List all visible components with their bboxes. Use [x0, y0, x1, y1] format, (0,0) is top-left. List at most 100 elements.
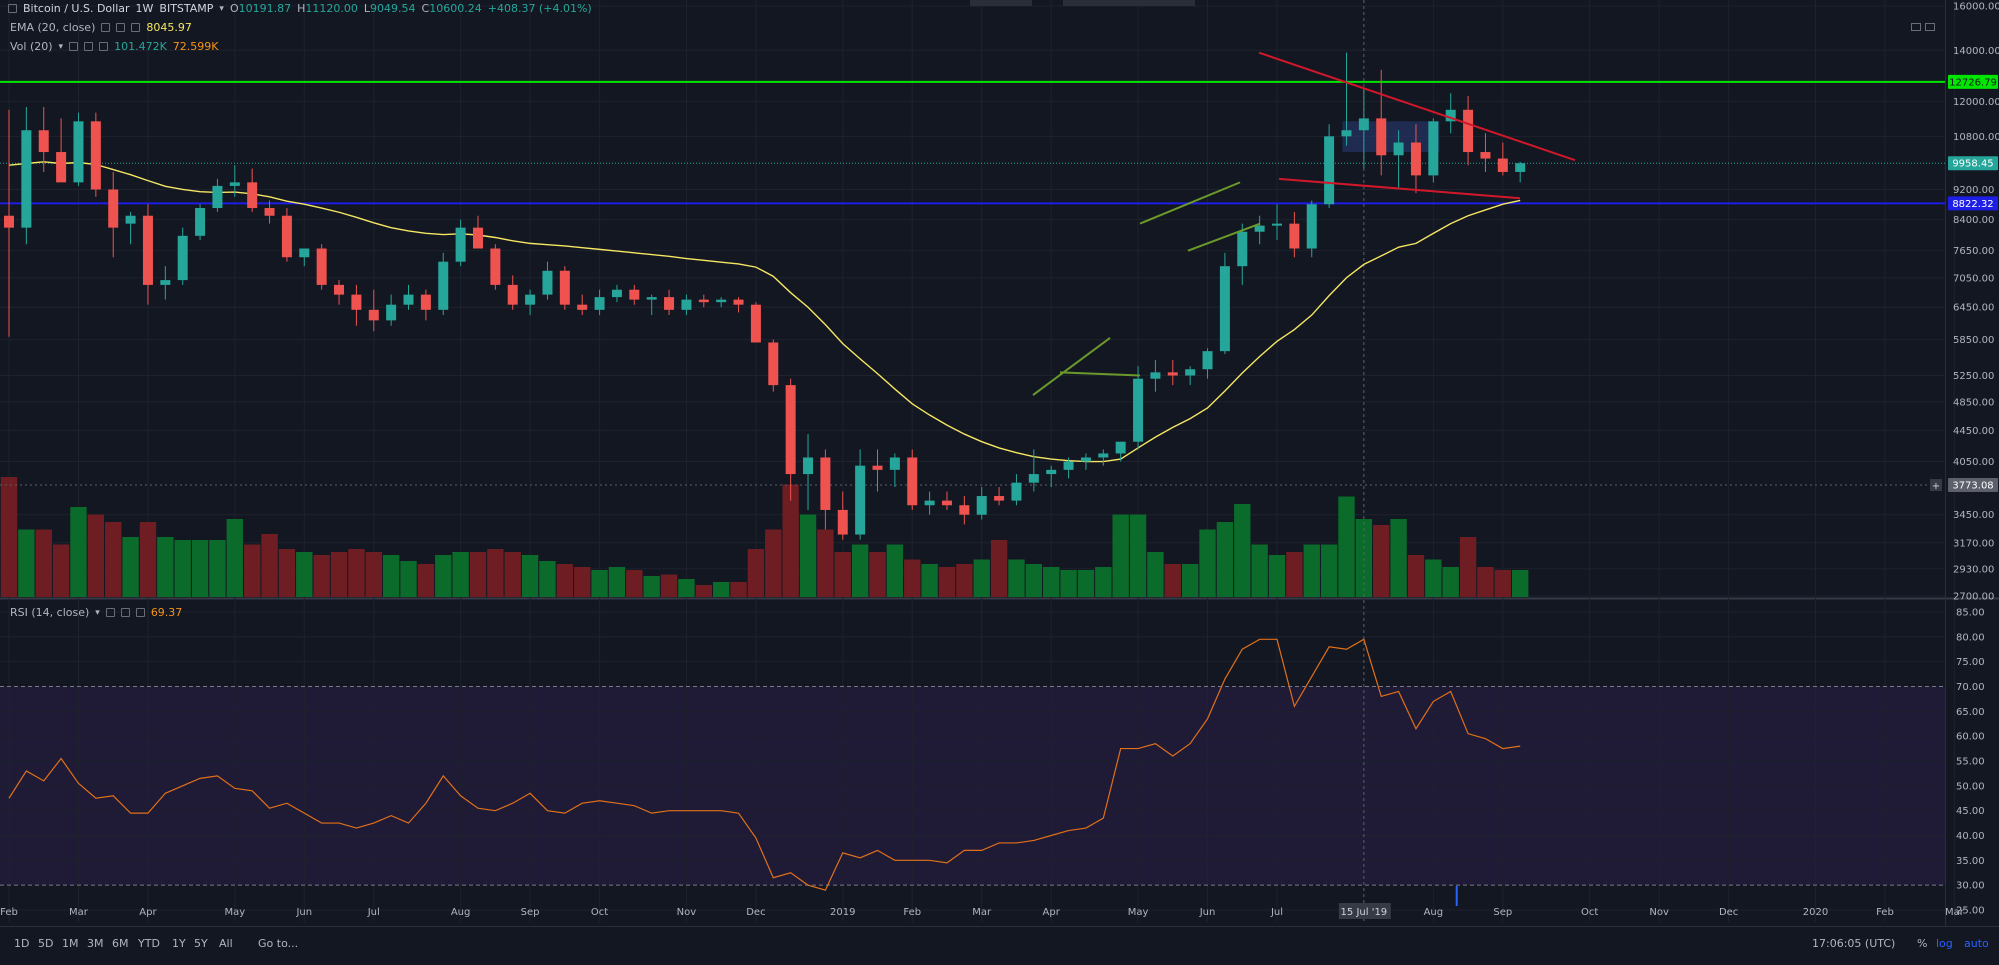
candle-body	[1202, 351, 1213, 370]
volume-bar	[973, 559, 990, 597]
candle-body	[299, 248, 310, 258]
candle-body	[1028, 474, 1039, 483]
volume-bar	[938, 567, 956, 597]
collapse-icon[interactable]	[8, 4, 17, 13]
volume-bar	[261, 534, 278, 597]
volume-bar	[678, 579, 695, 597]
log-toggle[interactable]: log	[1936, 937, 1953, 950]
candle-body	[1306, 204, 1317, 249]
volume-bar	[1234, 504, 1251, 597]
candle-body	[559, 270, 570, 305]
pane-maximize-icon[interactable]	[1925, 23, 1935, 31]
rsi-tick-label: 70.00	[1956, 682, 1985, 693]
volume-bar	[1338, 496, 1355, 597]
timeframe-button[interactable]: All	[219, 937, 233, 950]
volume-bar	[52, 544, 70, 597]
time-tick-label: Feb	[0, 907, 18, 918]
time-tick-label: Dec	[746, 907, 765, 918]
settings-icon[interactable]	[84, 42, 94, 51]
symbol-name[interactable]: Bitcoin / U.S. Dollar	[23, 2, 130, 15]
volume-bar	[904, 559, 921, 597]
volume-bar	[869, 552, 886, 597]
time-tick-label: Mar	[1945, 907, 1965, 918]
chevron-down-icon[interactable]: ▾	[58, 41, 64, 52]
rsi-tick-label: 45.00	[1956, 806, 1985, 817]
clock: 17:06:05 (UTC)	[1812, 937, 1896, 950]
candle-body	[490, 248, 501, 285]
volume-bar	[1459, 537, 1477, 597]
volume-bar	[417, 564, 435, 597]
chevron-down-icon[interactable]: ▾	[95, 607, 100, 618]
eye-icon[interactable]	[69, 42, 79, 51]
rsi-label[interactable]: RSI (14, close)	[10, 606, 90, 619]
auto-toggle[interactable]: auto	[1964, 937, 1989, 950]
candle-body	[108, 189, 119, 228]
candle-body	[1167, 372, 1178, 376]
chevron-down-icon[interactable]: ▾	[219, 3, 224, 14]
timeframe-button[interactable]: 1M	[62, 937, 79, 950]
timeframe-button[interactable]: 6M	[112, 937, 129, 950]
price-label-box	[1948, 74, 1998, 89]
volume-bar	[921, 564, 938, 597]
timeframe-button[interactable]: YTD	[138, 937, 160, 950]
candle-body	[1063, 461, 1074, 470]
pane-up-icon[interactable]	[1911, 23, 1921, 31]
timeframe-button[interactable]: 1D	[14, 937, 30, 950]
timeframe-button[interactable]: 5D	[38, 937, 54, 950]
price-tick-label: 16000.00	[1953, 2, 1999, 13]
time-tick-label: Dec	[1719, 907, 1738, 918]
vol-label[interactable]: Vol (20)	[10, 40, 53, 53]
toolbar-stub[interactable]	[1063, 0, 1195, 6]
volume-bar	[1164, 564, 1181, 597]
candle-body	[1115, 441, 1126, 454]
price-tick-label: 4450.00	[1953, 426, 1994, 437]
volume-bar	[765, 529, 782, 597]
toolbar-stub[interactable]	[970, 0, 1032, 6]
ema-line	[8, 161, 1521, 463]
time-tick-label: Nov	[677, 907, 697, 918]
candle-body	[959, 505, 970, 515]
eye-icon[interactable]	[105, 608, 115, 617]
candle-body	[889, 457, 900, 470]
low-label: L9049.54	[363, 2, 416, 15]
volume-bar	[1373, 525, 1390, 597]
candle-body	[281, 215, 292, 258]
crosshair-date-box	[1338, 903, 1391, 919]
timeframe-button[interactable]: 1Y	[172, 937, 186, 950]
exchange[interactable]: BITSTAMP	[159, 2, 214, 15]
time-tick-label: Nov	[1649, 907, 1669, 918]
close-icon[interactable]	[135, 608, 145, 617]
time-tick-label: Apr	[1043, 907, 1061, 918]
close-icon[interactable]	[99, 42, 109, 51]
rsi-line	[8, 638, 1521, 891]
settings-icon[interactable]	[120, 608, 130, 617]
close-icon[interactable]	[131, 23, 141, 32]
volume-bar	[209, 540, 226, 597]
timeframe-button[interactable]: 3M	[87, 937, 104, 950]
goto-button[interactable]: Go to...	[258, 937, 299, 950]
candle-body	[525, 294, 536, 305]
volume-bar	[18, 529, 35, 597]
candle-body	[1324, 136, 1335, 205]
candle-body	[611, 289, 622, 298]
price-label-box	[1948, 156, 1998, 171]
interval[interactable]: 1W	[135, 2, 154, 15]
rsi-tick-label: 35.00	[1956, 856, 1985, 867]
price-tick-label: 10800.00	[1953, 132, 1999, 143]
time-tick-label: 2020	[1803, 907, 1828, 918]
volume-bar	[834, 552, 851, 597]
timeframe-button[interactable]: 5Y	[194, 937, 208, 950]
volume-bar	[626, 570, 643, 597]
candle-body	[542, 270, 553, 295]
volume-bar	[243, 544, 261, 597]
candle-body	[38, 130, 49, 153]
volume-bar	[1199, 529, 1216, 597]
settings-icon[interactable]	[116, 23, 126, 32]
percent-toggle[interactable]: %	[1917, 937, 1928, 950]
volume-bar	[956, 564, 973, 597]
ema-label[interactable]: EMA (20, close)	[10, 21, 96, 34]
eye-icon[interactable]	[101, 23, 111, 32]
time-tick-label: Sep	[521, 907, 540, 918]
time-tick-label: 2019	[830, 907, 855, 918]
